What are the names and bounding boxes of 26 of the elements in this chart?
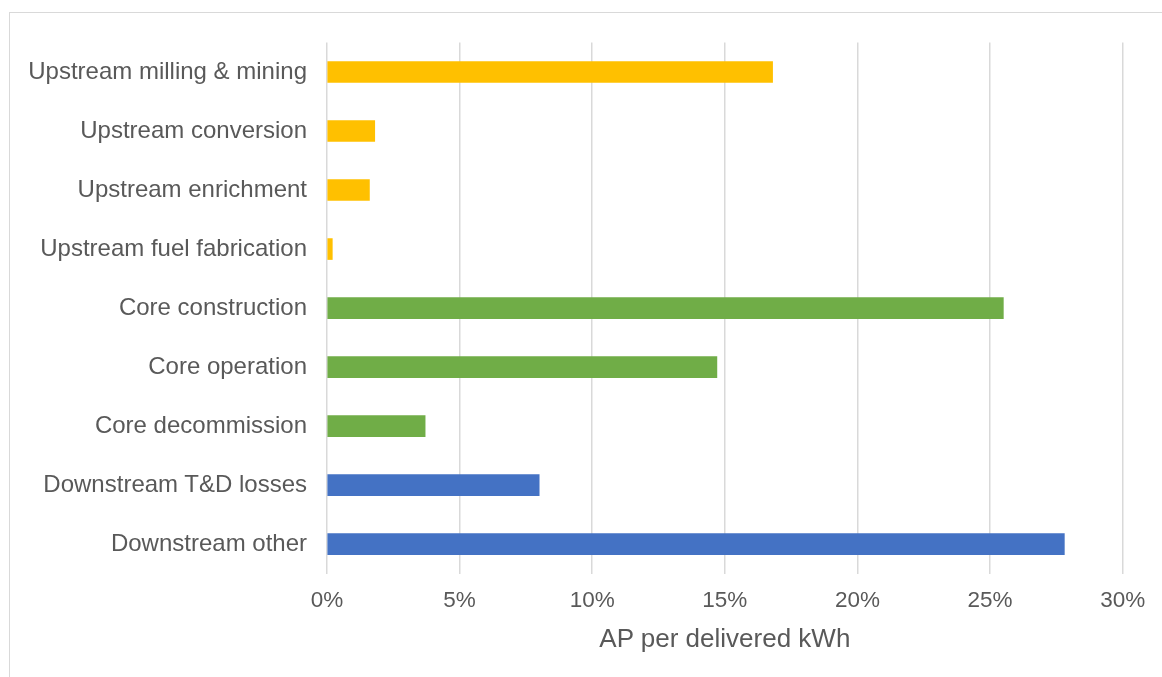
bar xyxy=(327,238,333,260)
bar xyxy=(327,120,376,142)
bar xyxy=(327,533,1065,555)
y-tick-label: Upstream milling & mining xyxy=(28,56,307,84)
y-tick-label: Upstream fuel fabrication xyxy=(40,233,307,261)
y-tick-label: Core operation xyxy=(148,351,307,379)
x-tick-label: 5% xyxy=(443,587,476,613)
bar xyxy=(327,179,370,201)
bar xyxy=(327,61,773,83)
x-tick-label: 15% xyxy=(702,587,748,613)
bar xyxy=(327,415,426,437)
x-tick-label: 25% xyxy=(967,587,1013,613)
bar xyxy=(327,297,1004,319)
x-tick-label: 10% xyxy=(569,587,615,613)
x-tick-label: 0% xyxy=(310,587,344,613)
y-tick-label: Downstream other xyxy=(110,528,308,556)
bar xyxy=(327,474,540,496)
y-tick-label: Upstream enrichment xyxy=(77,174,308,202)
bar xyxy=(327,356,718,378)
y-tick-label: Core decommission xyxy=(94,410,307,438)
x-axis-title: AP per delivered kWh xyxy=(599,623,851,654)
x-tick-label: 30% xyxy=(1100,587,1146,613)
y-tick-label: Core construction xyxy=(118,292,307,320)
y-tick-label: Downstream T&D losses xyxy=(43,469,307,497)
x-tick-label: 20% xyxy=(834,587,880,613)
y-tick-label: Upstream conversion xyxy=(80,115,307,143)
